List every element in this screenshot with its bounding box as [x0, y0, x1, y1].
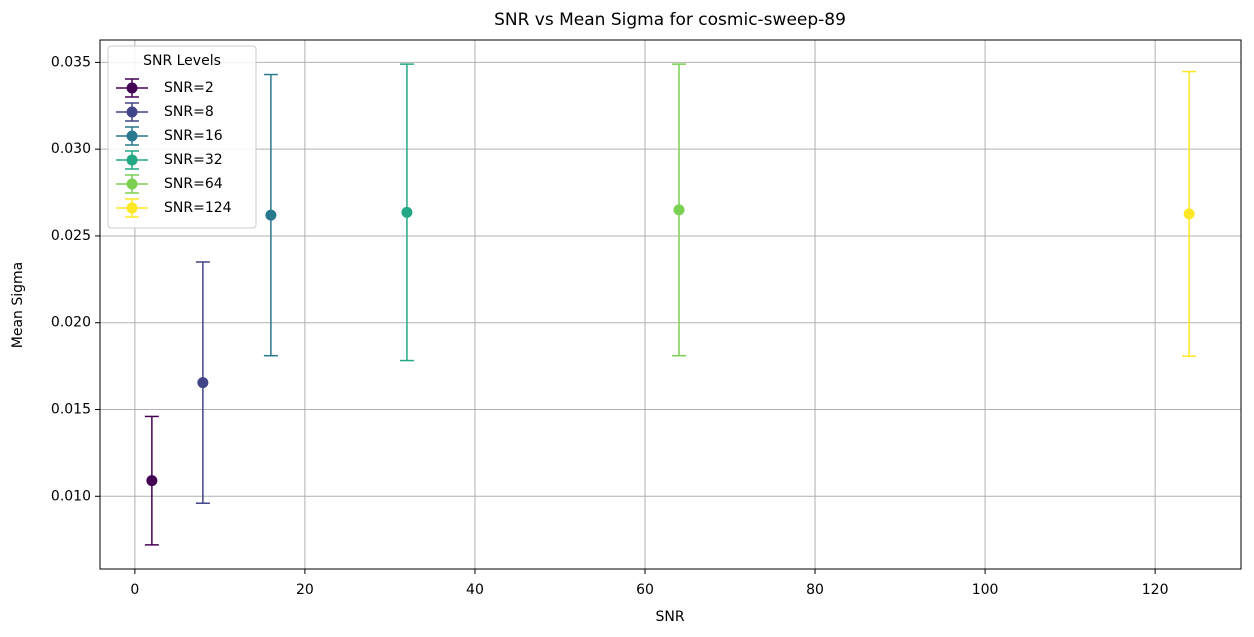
legend-label: SNR=124 [164, 200, 232, 216]
data-point [1183, 208, 1195, 220]
data-point [146, 475, 158, 487]
plot-frame [99, 39, 1242, 570]
y-tick-label: 0.035 [51, 54, 91, 70]
x-tick-label: 100 [972, 582, 999, 598]
x-axis-label: SNR [655, 609, 684, 625]
data-point [265, 209, 277, 221]
legend-box [107, 45, 257, 229]
y-axis-label: Mean Sigma [10, 262, 26, 348]
legend-label: SNR=2 [164, 80, 214, 96]
legend-marker [126, 178, 138, 190]
legend-label: SNR=16 [164, 128, 223, 144]
data-point [673, 204, 685, 216]
legend-marker [126, 202, 138, 214]
y-tick-label: 0.020 [51, 315, 91, 331]
legend-marker [126, 130, 138, 142]
y-tick-label: 0.015 [51, 402, 91, 418]
legend-marker [126, 82, 138, 94]
y-tick-label: 0.010 [51, 488, 91, 504]
grid [100, 40, 1241, 569]
x-tick-label: 60 [636, 582, 654, 598]
data-point [197, 377, 209, 389]
x-tick-label: 120 [1142, 582, 1169, 598]
x-tick-label: 0 [130, 582, 139, 598]
legend-label: SNR=32 [164, 152, 223, 168]
legend-marker [126, 106, 138, 118]
legend: SNR Levels SNR=2 SNR=8 SNR=16 SNR=32 SNR=64 SN… [107, 45, 257, 229]
x-tick-label: 80 [806, 582, 824, 598]
x-tick-label: 40 [466, 582, 484, 598]
legend-marker [126, 154, 138, 166]
y-tick-label: 0.025 [51, 228, 91, 244]
data-point [401, 206, 413, 218]
legend-label: SNR=8 [164, 104, 214, 120]
x-tick-label: 20 [296, 582, 314, 598]
chart-title: SNR vs Mean Sigma for cosmic-sweep-89 [494, 10, 846, 30]
legend-label: SNR=64 [164, 176, 223, 192]
y-tick-label: 0.030 [51, 141, 91, 157]
legend-title: SNR Levels [143, 53, 221, 69]
